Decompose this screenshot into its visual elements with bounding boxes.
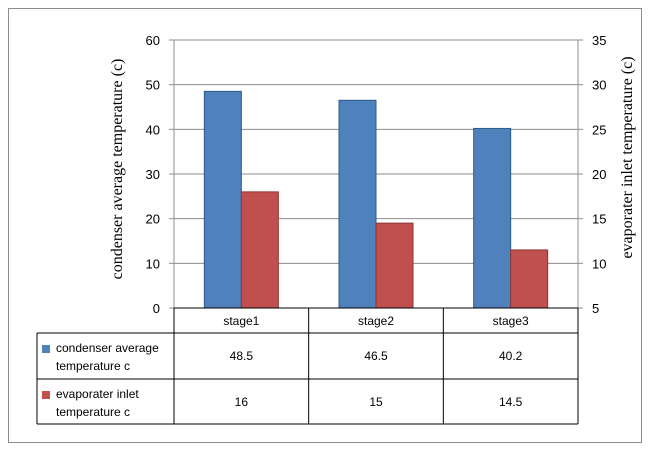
y-right-tick-label: 25 [592, 122, 606, 137]
y-right-tick-label: 35 [592, 33, 606, 48]
legend-label: evaporater inlet [56, 387, 139, 401]
table-value: 14.5 [499, 395, 523, 409]
table-value: 46.5 [364, 349, 388, 363]
table-value: 48.5 [230, 349, 254, 363]
x-tick-label: stage3 [493, 314, 529, 328]
y-left-tick-label: 60 [146, 33, 160, 48]
chart-frame [8, 8, 642, 443]
table-value: 16 [235, 395, 249, 409]
y-right-tick-label: 5 [592, 301, 599, 316]
table-value: 40.2 [499, 349, 523, 363]
bar [375, 222, 414, 309]
table-value: 15 [369, 395, 383, 409]
y-right-tick-label: 20 [592, 167, 606, 182]
y-left-tick-label: 20 [146, 212, 160, 227]
y-left-tick-label: 0 [153, 301, 160, 316]
legend-key [42, 345, 50, 353]
y-right-axis-title: evaporater inlet temperature (c) [619, 56, 636, 258]
y-right-tick-label: 30 [592, 78, 606, 93]
legend-label: condenser average [56, 341, 159, 355]
y-left-tick-label: 40 [146, 122, 160, 137]
legend-key [42, 391, 50, 399]
y-right-tick-label: 10 [592, 256, 606, 271]
x-tick-label: stage1 [223, 314, 259, 328]
x-tick-label: stage2 [358, 314, 394, 328]
bar [203, 90, 242, 309]
bar [473, 127, 512, 309]
y-left-tick-label: 50 [146, 78, 160, 93]
legend-label: temperature c [56, 359, 130, 373]
y-left-axis-title: condenser average temperature (c) [109, 59, 126, 280]
legend-label: temperature c [56, 405, 130, 419]
bar [338, 99, 377, 309]
bar [240, 191, 279, 309]
y-right-tick-label: 15 [592, 212, 606, 227]
y-left-tick-label: 10 [146, 256, 160, 271]
bar [510, 249, 549, 309]
y-left-tick-label: 30 [146, 167, 160, 182]
